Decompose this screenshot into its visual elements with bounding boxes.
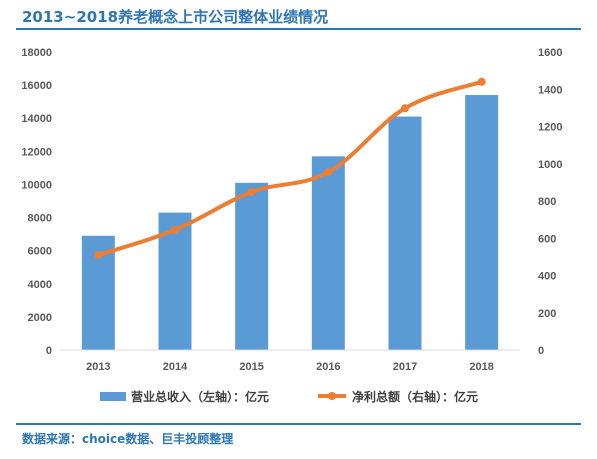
profit-point [171, 225, 179, 234]
revenue-bars [81, 95, 499, 351]
left-tick-label: 18000 [21, 47, 52, 59]
left-tick-label: 6000 [28, 246, 52, 258]
left-tick-label: 14000 [21, 113, 52, 125]
page-title: 2013~2018养老概念上市公司整体业绩情况 [22, 8, 329, 26]
right-axis-ticks: 0 200 400 600 800 1000 1200 1400 1600 [538, 47, 562, 357]
right-tick-label: 600 [538, 233, 556, 245]
revenue-bar [388, 116, 422, 350]
legend-line-label: 净利总额（右轴）：亿元 [352, 389, 478, 404]
profit-point [247, 188, 256, 197]
x-axis-ticks: 2013 2014 2015 2016 2017 2018 [86, 361, 494, 373]
left-axis-ticks: 0 2000 4000 6000 8000 10000 12000 14000 16000 180… [21, 47, 52, 357]
legend-line-marker [328, 392, 336, 400]
left-tick-label: 2000 [28, 312, 52, 324]
revenue-bar [235, 182, 269, 350]
profit-point [94, 251, 103, 260]
left-tick-label: 12000 [21, 146, 52, 158]
legend-bar-label: 营业总收入（左轴）：亿元 [131, 389, 269, 404]
x-tick-label: 2015 [239, 361, 263, 373]
x-tick-label: 2016 [316, 361, 340, 373]
profit-point [401, 104, 409, 113]
x-tick-label: 2017 [393, 361, 417, 373]
right-tick-label: 1000 [538, 159, 562, 171]
x-tick-label: 2014 [163, 361, 188, 373]
right-tick-label: 800 [538, 196, 556, 208]
x-tick-label: 2018 [469, 361, 493, 373]
x-tick-label: 2013 [86, 361, 110, 373]
left-tick-label: 8000 [28, 213, 52, 225]
profit-line [96, 79, 484, 258]
left-tick-label: 10000 [21, 179, 52, 191]
right-tick-label: 1600 [538, 47, 562, 59]
title-divider [16, 28, 581, 30]
right-tick-label: 0 [538, 345, 544, 357]
revenue-bar [311, 156, 345, 350]
revenue-bar [465, 95, 499, 351]
profit-point [477, 77, 486, 86]
left-tick-label: 0 [46, 345, 52, 357]
profit-point [324, 168, 333, 177]
source-divider [16, 423, 581, 425]
left-tick-label: 16000 [21, 80, 52, 92]
right-tick-label: 1400 [538, 84, 562, 96]
profit-line-series [94, 77, 486, 260]
right-tick-label: 200 [538, 308, 556, 320]
source-note: 数据来源：choice数据、巨丰投顾整理 [22, 432, 234, 446]
right-tick-label: 400 [538, 271, 556, 283]
right-tick-label: 1200 [538, 122, 562, 134]
legend-bar-swatch [100, 392, 126, 401]
left-tick-label: 4000 [28, 279, 52, 291]
legend: 营业总收入（左轴）：亿元 净利总额（右轴）：亿元 [100, 389, 478, 404]
